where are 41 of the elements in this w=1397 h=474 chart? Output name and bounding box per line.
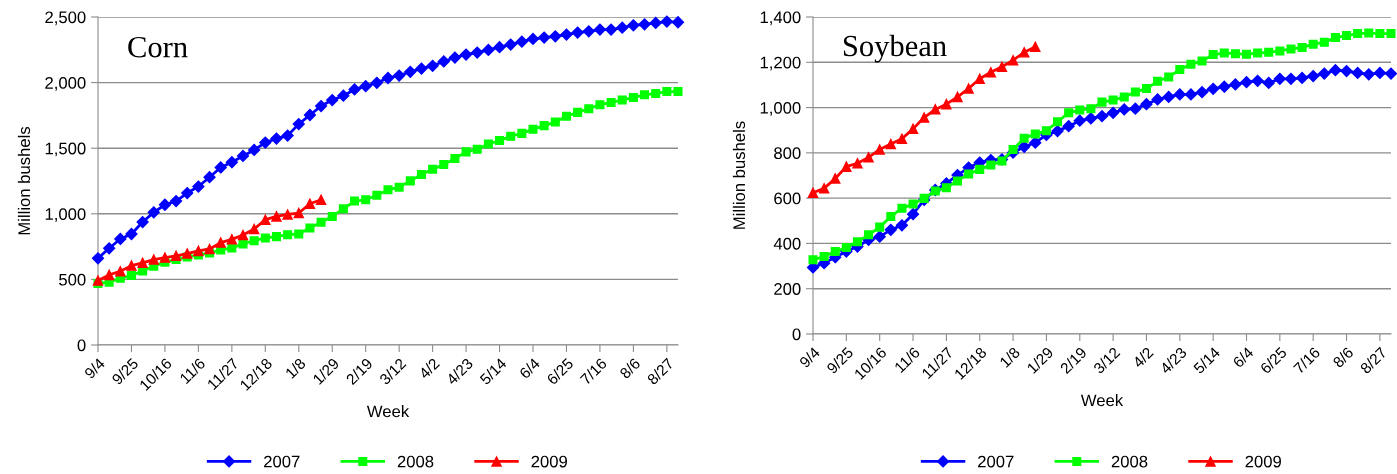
y-tick-label: 0 (792, 328, 801, 341)
y-tick-label: 0 (77, 339, 86, 352)
legend-label: 2007 (264, 455, 300, 468)
y-tick-label: 400 (773, 237, 801, 250)
y-tick-label: 1,200 (760, 56, 801, 71)
x-tick-label: 4/23 (445, 357, 474, 386)
legend-label: 2008 (1111, 455, 1148, 468)
x-tick-label: 4/23 (1159, 346, 1188, 375)
y-tick-label: 1,000 (760, 101, 801, 116)
x-tick-label: 3/12 (1092, 346, 1121, 375)
legend-label: 2007 (978, 455, 1014, 468)
y-tick-label: 200 (774, 283, 801, 295)
chart-title: Corn (128, 36, 188, 58)
y-tick-label: 1,500 (45, 142, 86, 157)
legend-label: 2008 (397, 455, 434, 468)
x-tick-label: 9/4 (83, 357, 106, 380)
y-tick-label: 1,000 (45, 208, 86, 222)
y-tick-label: 2,000 (45, 77, 86, 91)
text: Soybean (843, 34, 947, 63)
x-axis-title: Week (1080, 394, 1124, 407)
y-tick-label: 600 (774, 192, 801, 205)
x-tick-label: 1/8 (998, 346, 1021, 368)
legend-label: 2009 (1245, 455, 1281, 468)
x-tick-label: 9/4 (798, 346, 821, 369)
x-tick-label: 8/6 (618, 357, 641, 380)
x-tick-label: 4/2 (1131, 346, 1154, 369)
x-tick-label: 3/12 (378, 357, 407, 386)
x-tick-label: 6/4 (1232, 346, 1255, 369)
legend-label: 2009 (531, 455, 567, 468)
y-axis-title: Million bushels (732, 121, 746, 229)
y-tick-label: 1,400 (760, 11, 801, 26)
y-tick-label: 800 (774, 147, 801, 160)
y-axis-title: Million bushels (17, 126, 31, 235)
x-tick-label: 4/2 (417, 357, 441, 380)
x-tick-label: 6/4 (518, 357, 541, 380)
x-axis-title: Week (366, 405, 410, 418)
y-tick-label: 2,500 (45, 11, 86, 26)
x-tick-label: 11/6 (178, 357, 206, 385)
y-tick-label: 500 (59, 273, 86, 286)
x-tick-label: 8/6 (1331, 346, 1354, 369)
x-tick-label: 1/8 (284, 357, 307, 379)
